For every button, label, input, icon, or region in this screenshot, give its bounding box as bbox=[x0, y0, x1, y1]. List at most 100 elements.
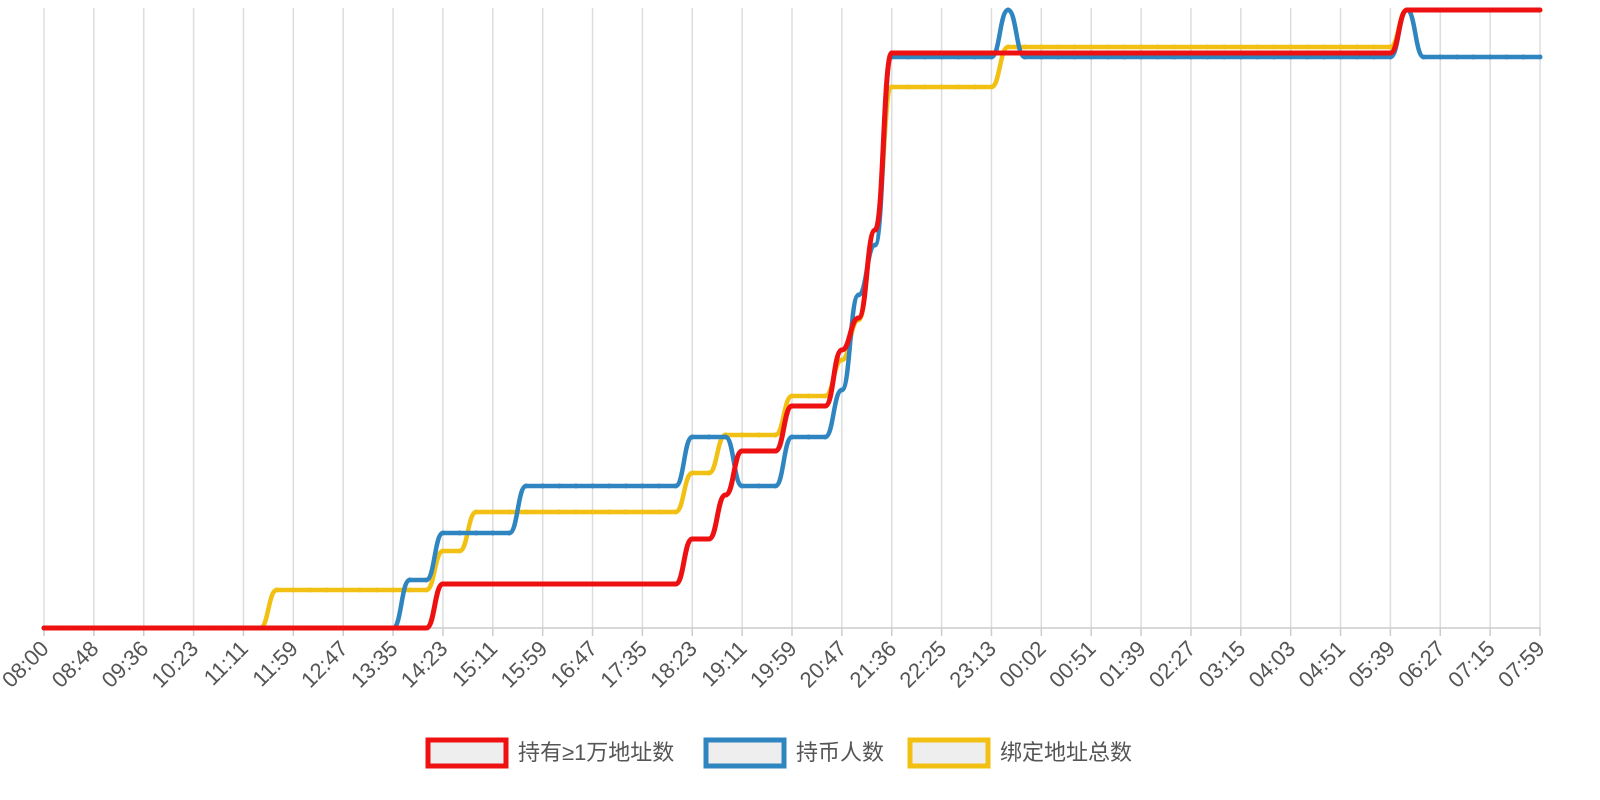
data-point bbox=[1022, 50, 1028, 56]
data-point bbox=[407, 587, 413, 593]
data-point bbox=[1520, 54, 1526, 60]
data-point bbox=[473, 530, 479, 536]
data-point bbox=[207, 625, 213, 631]
x-tick-label: 09:36 bbox=[97, 636, 154, 693]
data-point bbox=[1504, 7, 1510, 13]
data-point bbox=[1038, 50, 1044, 56]
x-tick-label: 07:59 bbox=[1493, 636, 1550, 693]
data-point bbox=[573, 509, 579, 515]
data-point bbox=[490, 509, 496, 515]
data-point bbox=[407, 625, 413, 631]
data-point bbox=[706, 536, 712, 542]
data-point bbox=[373, 587, 379, 593]
data-point bbox=[1487, 7, 1493, 13]
data-point bbox=[1171, 54, 1177, 60]
data-point bbox=[1520, 7, 1526, 13]
data-point bbox=[772, 483, 778, 489]
x-tick-label: 03:15 bbox=[1194, 636, 1251, 693]
data-point bbox=[1072, 50, 1078, 56]
data-point bbox=[1055, 54, 1061, 60]
data-point bbox=[124, 625, 130, 631]
data-point bbox=[855, 315, 861, 321]
data-point bbox=[606, 509, 612, 515]
data-point bbox=[573, 483, 579, 489]
data-point bbox=[1155, 50, 1161, 56]
data-point bbox=[1038, 54, 1044, 60]
data-point bbox=[590, 509, 596, 515]
data-point bbox=[1437, 7, 1443, 13]
data-point bbox=[822, 403, 828, 409]
data-point bbox=[889, 50, 895, 56]
legend-swatch bbox=[907, 737, 991, 769]
data-point bbox=[290, 587, 296, 593]
x-tick-label: 05:39 bbox=[1343, 636, 1400, 693]
x-tick-label: 07:15 bbox=[1443, 636, 1500, 693]
data-point bbox=[191, 625, 197, 631]
x-tick-label: 22:25 bbox=[895, 636, 952, 693]
data-point bbox=[1471, 54, 1477, 60]
x-tick-label: 23:13 bbox=[944, 636, 1001, 693]
data-point bbox=[1254, 44, 1260, 50]
data-point bbox=[1105, 44, 1111, 50]
x-tick-label: 15:59 bbox=[496, 636, 553, 693]
data-point bbox=[556, 509, 562, 515]
data-point bbox=[440, 530, 446, 536]
data-point bbox=[290, 625, 296, 631]
data-point bbox=[689, 434, 695, 440]
data-point bbox=[606, 581, 612, 587]
data-point bbox=[1205, 50, 1211, 56]
data-point bbox=[1288, 50, 1294, 56]
data-point bbox=[1005, 44, 1011, 50]
data-point bbox=[423, 577, 429, 583]
x-tick-label: 00:51 bbox=[1044, 636, 1101, 693]
data-point bbox=[1471, 7, 1477, 13]
data-point bbox=[523, 483, 529, 489]
data-point bbox=[1105, 54, 1111, 60]
data-point bbox=[473, 581, 479, 587]
data-point bbox=[639, 483, 645, 489]
data-point bbox=[872, 227, 878, 233]
x-tick-label: 14:23 bbox=[396, 636, 453, 693]
x-tick-label: 18:23 bbox=[645, 636, 702, 693]
data-point bbox=[274, 625, 280, 631]
data-point bbox=[689, 536, 695, 542]
data-point bbox=[1005, 7, 1011, 13]
legend-swatch bbox=[703, 737, 787, 769]
data-point bbox=[390, 587, 396, 593]
data-point bbox=[1072, 54, 1078, 60]
data-point bbox=[972, 84, 978, 90]
legend-label: 持有≥1万地址数 bbox=[518, 740, 674, 765]
data-point bbox=[590, 581, 596, 587]
data-point bbox=[490, 530, 496, 536]
data-point bbox=[1387, 54, 1393, 60]
data-point bbox=[407, 577, 413, 583]
data-point bbox=[1254, 50, 1260, 56]
x-tick-label: 20:47 bbox=[795, 636, 852, 693]
x-tick-label: 01:39 bbox=[1094, 636, 1151, 693]
data-point bbox=[673, 483, 679, 489]
data-point bbox=[1155, 54, 1161, 60]
data-point bbox=[839, 387, 845, 393]
data-point bbox=[440, 581, 446, 587]
data-point bbox=[1487, 54, 1493, 60]
data-point bbox=[639, 509, 645, 515]
data-point bbox=[224, 625, 230, 631]
data-point bbox=[905, 54, 911, 60]
data-point bbox=[1205, 54, 1211, 60]
data-point bbox=[1454, 7, 1460, 13]
data-point bbox=[1387, 44, 1393, 50]
data-point bbox=[1537, 54, 1543, 60]
data-point bbox=[639, 581, 645, 587]
data-point bbox=[1121, 54, 1127, 60]
data-point bbox=[1188, 50, 1194, 56]
data-point bbox=[490, 581, 496, 587]
data-point bbox=[1338, 44, 1344, 50]
x-tick-label: 11:59 bbox=[247, 636, 302, 691]
data-point bbox=[623, 509, 629, 515]
data-point bbox=[1304, 54, 1310, 60]
data-point bbox=[1437, 54, 1443, 60]
data-point bbox=[1321, 50, 1327, 56]
data-point bbox=[1205, 44, 1211, 50]
data-point bbox=[1105, 50, 1111, 56]
data-point bbox=[939, 50, 945, 56]
